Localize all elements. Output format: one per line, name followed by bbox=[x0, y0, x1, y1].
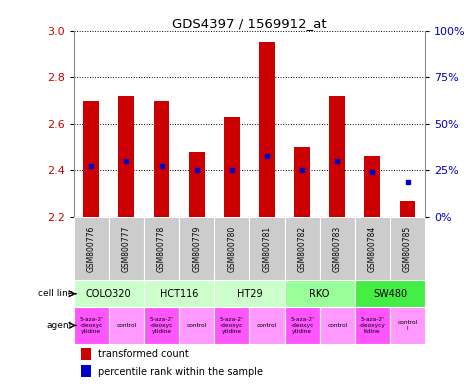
Text: transformed count: transformed count bbox=[98, 349, 189, 359]
Text: control: control bbox=[116, 323, 136, 328]
Bar bbox=[249, 217, 285, 280]
Text: HT29: HT29 bbox=[237, 289, 262, 299]
Bar bbox=[179, 307, 214, 344]
Bar bbox=[390, 307, 425, 344]
Text: 5-aza-2'
-deoxyc
ytidine: 5-aza-2' -deoxyc ytidine bbox=[220, 317, 244, 334]
Text: COLO320: COLO320 bbox=[86, 289, 132, 299]
Bar bbox=[81, 348, 91, 360]
Bar bbox=[355, 217, 390, 280]
Text: GSM800776: GSM800776 bbox=[87, 225, 95, 272]
Bar bbox=[285, 307, 320, 344]
Bar bbox=[189, 152, 205, 217]
Text: 5-aza-2'
-deoxycy
tidine: 5-aza-2' -deoxycy tidine bbox=[359, 317, 386, 334]
Text: 5-aza-2'
-deoxyc
ytidine: 5-aza-2' -deoxyc ytidine bbox=[150, 317, 173, 334]
Bar bbox=[249, 307, 285, 344]
Text: GSM800781: GSM800781 bbox=[263, 225, 271, 272]
Bar bbox=[74, 280, 144, 307]
Bar bbox=[74, 307, 109, 344]
Bar bbox=[179, 217, 214, 280]
Bar bbox=[144, 217, 179, 280]
Bar bbox=[109, 307, 144, 344]
Text: SW480: SW480 bbox=[373, 289, 407, 299]
Text: GSM800779: GSM800779 bbox=[192, 225, 201, 272]
Bar bbox=[144, 307, 179, 344]
Bar bbox=[74, 217, 109, 280]
Text: control: control bbox=[257, 323, 277, 328]
Bar bbox=[329, 96, 345, 217]
Bar bbox=[355, 307, 390, 344]
Bar bbox=[81, 365, 91, 377]
Text: agent: agent bbox=[47, 321, 73, 330]
Bar bbox=[399, 201, 416, 217]
Bar bbox=[214, 280, 285, 307]
Text: cell line: cell line bbox=[38, 289, 73, 298]
Bar bbox=[294, 147, 310, 217]
Bar bbox=[285, 217, 320, 280]
Bar bbox=[364, 156, 380, 217]
Bar bbox=[320, 217, 355, 280]
Text: GSM800782: GSM800782 bbox=[298, 225, 306, 272]
Text: RKO: RKO bbox=[310, 289, 330, 299]
Text: control: control bbox=[327, 323, 347, 328]
Text: GSM800785: GSM800785 bbox=[403, 225, 412, 272]
Bar bbox=[390, 217, 425, 280]
Bar bbox=[118, 96, 134, 217]
Bar bbox=[109, 217, 144, 280]
Text: 5-aza-2'
-deoxyc
ytidine: 5-aza-2' -deoxyc ytidine bbox=[290, 317, 314, 334]
Bar bbox=[285, 280, 355, 307]
Text: control
l: control l bbox=[398, 320, 418, 331]
Bar bbox=[224, 117, 240, 217]
Text: GSM800778: GSM800778 bbox=[157, 225, 166, 272]
Text: 5-aza-2'
-deoxyc
ytidine: 5-aza-2' -deoxyc ytidine bbox=[79, 317, 103, 334]
Text: HCT116: HCT116 bbox=[160, 289, 198, 299]
Text: control: control bbox=[187, 323, 207, 328]
Title: GDS4397 / 1569912_at: GDS4397 / 1569912_at bbox=[172, 17, 327, 30]
Bar bbox=[83, 101, 99, 217]
Bar bbox=[214, 217, 249, 280]
Bar bbox=[355, 280, 425, 307]
Bar bbox=[214, 307, 249, 344]
Text: GSM800784: GSM800784 bbox=[368, 225, 377, 272]
Text: GSM800783: GSM800783 bbox=[333, 225, 342, 272]
Bar bbox=[153, 101, 170, 217]
Bar bbox=[320, 307, 355, 344]
Bar bbox=[144, 280, 214, 307]
Bar bbox=[259, 42, 275, 217]
Text: GSM800777: GSM800777 bbox=[122, 225, 131, 272]
Text: percentile rank within the sample: percentile rank within the sample bbox=[98, 366, 263, 377]
Text: GSM800780: GSM800780 bbox=[228, 225, 236, 272]
